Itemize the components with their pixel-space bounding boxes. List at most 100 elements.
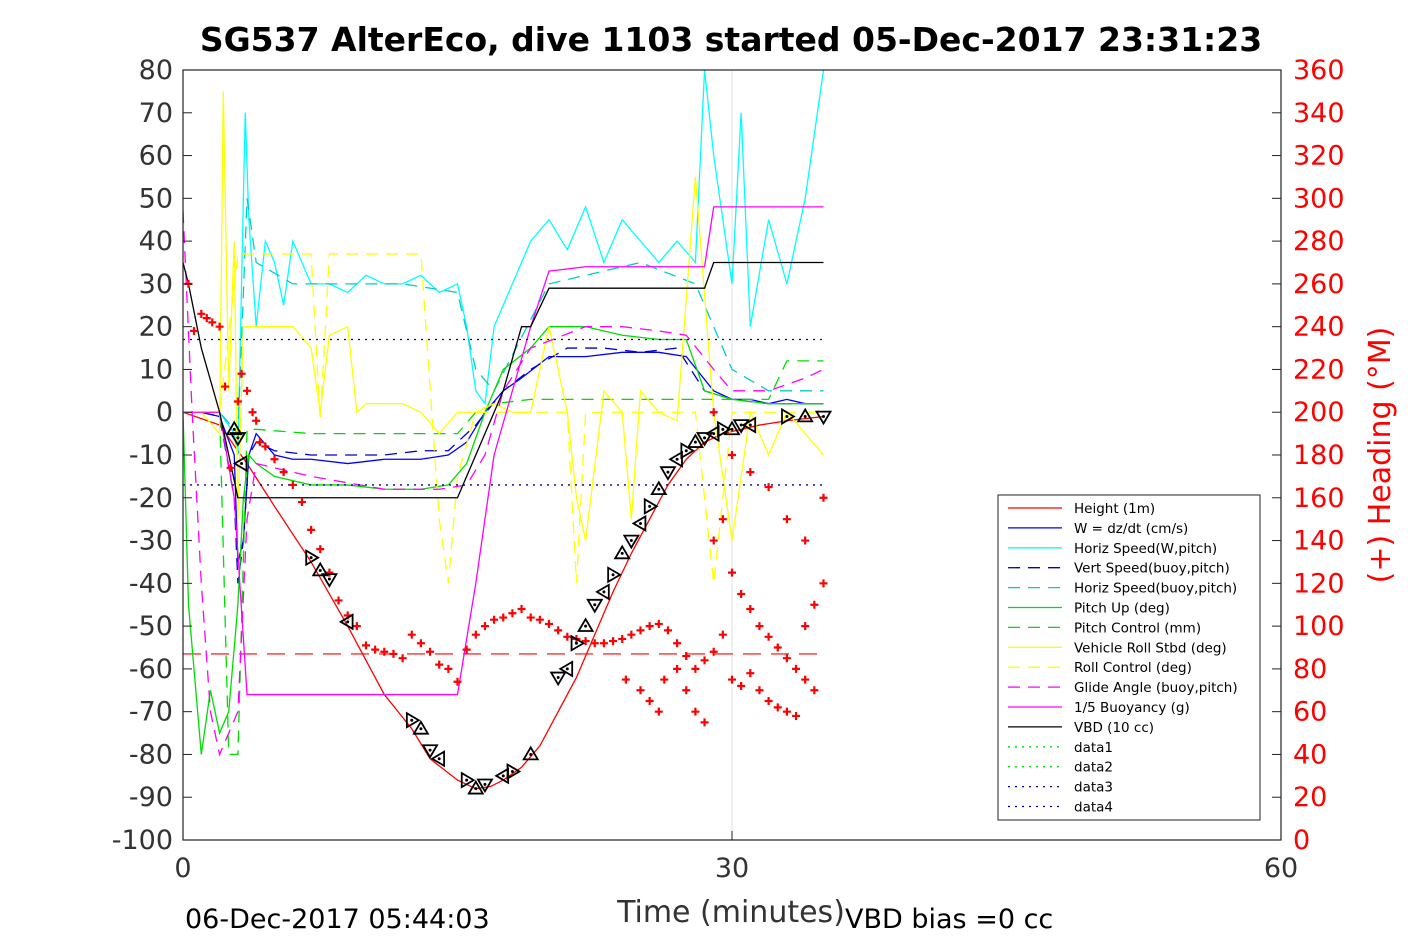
heading-point	[718, 515, 727, 524]
heading-point	[389, 649, 398, 658]
plot-series-layer	[183, 70, 833, 795]
dive-marker	[460, 771, 476, 789]
y2-tick-label: 180	[1293, 440, 1345, 471]
series-line-pitch-control-mm	[183, 360, 824, 756]
dive-marker-dot	[730, 427, 734, 431]
series-line-horiz-speed-buoy-pitch	[183, 198, 824, 436]
heading-point	[801, 536, 810, 545]
legend-label: 1/5 Buoyancy (g)	[1074, 700, 1190, 716]
dive-marker-dot	[611, 573, 615, 577]
dive-marker	[613, 544, 631, 560]
dive-marker	[467, 779, 485, 795]
heading-point	[316, 545, 325, 554]
dive-marker-dot	[309, 556, 313, 560]
y-tick-label: -90	[129, 782, 173, 813]
heading-point	[737, 682, 746, 690]
heading-point	[480, 622, 489, 631]
y-tick-label: 40	[139, 226, 173, 257]
heading-point	[243, 386, 252, 395]
heading-point	[755, 622, 764, 631]
heading-point	[471, 630, 480, 639]
legend-label: W = dz/dt (cm/s)	[1074, 521, 1188, 537]
heading-point	[407, 630, 416, 639]
dive-marker	[695, 432, 714, 447]
y2-tick-label: 260	[1293, 269, 1345, 300]
heading-point	[526, 613, 535, 622]
heading-point	[782, 654, 791, 663]
plot-area: 80706050403020100-10-20-30-40-50-60-70-8…	[112, 55, 1345, 884]
heading-point	[810, 686, 819, 695]
y-tick-label: -80	[129, 739, 173, 770]
dive-marker-dot	[327, 577, 331, 581]
heading-point	[563, 632, 572, 641]
dive-marker-dot	[657, 487, 661, 491]
heading-point	[746, 669, 755, 678]
series-line-1-5-buoyancy-g	[183, 206, 824, 696]
dive-marker	[577, 617, 595, 632]
dive-marker-dot	[629, 539, 633, 543]
heading-point	[554, 626, 563, 635]
dive-marker-dot	[584, 624, 588, 628]
dive-marker	[229, 432, 247, 447]
legend-label: Vehicle Roll Stbd (deg)	[1074, 640, 1227, 656]
heading-point	[728, 451, 736, 459]
heading-point	[660, 675, 669, 684]
heading-point	[810, 600, 819, 609]
heading-point	[279, 468, 288, 477]
dive-marker-dot	[419, 727, 423, 731]
y-tick-label: 30	[139, 269, 173, 300]
dive-marker	[622, 534, 640, 550]
dive-marker	[796, 407, 814, 423]
dive-marker-dot	[565, 667, 569, 671]
heading-point	[691, 707, 700, 716]
heading-point	[334, 596, 343, 605]
heading-point	[233, 397, 242, 406]
heading-point	[462, 645, 471, 654]
dive-marker-dot	[693, 440, 697, 444]
series-line-vert-speed-buoy-pitch	[183, 347, 824, 584]
legend-label: Pitch Up (deg)	[1074, 601, 1170, 617]
heading-point	[801, 622, 810, 631]
heading-point	[499, 613, 508, 622]
dive-marker	[668, 450, 683, 468]
legend-label: Vert Speed(buoy,pitch)	[1074, 561, 1230, 577]
heading-point	[535, 615, 544, 624]
heading-point	[270, 455, 279, 464]
dive-marker-dot	[593, 603, 597, 607]
dive-marker	[631, 514, 647, 533]
heading-point	[819, 579, 828, 588]
heading-point	[398, 654, 407, 663]
dive-marker	[225, 420, 243, 436]
legend-label: data1	[1074, 740, 1113, 756]
y-tick-label: 80	[139, 55, 173, 86]
heading-point	[709, 647, 718, 656]
heading-point	[189, 326, 198, 335]
heading-point	[755, 686, 764, 695]
heading-point	[453, 677, 462, 686]
series-line-vbd-10-cc	[183, 261, 824, 499]
heading-point	[709, 536, 718, 545]
heading-point	[764, 632, 773, 641]
y2-tick-label: 80	[1293, 654, 1327, 685]
legend-label: Height (1m)	[1074, 501, 1155, 517]
dive-marker-dot	[501, 774, 505, 778]
dive-marker-dot	[822, 415, 825, 418]
heading-point	[435, 660, 444, 669]
heading-point	[764, 696, 773, 705]
heading-point	[654, 619, 663, 628]
y2-tick-label: 220	[1293, 354, 1345, 385]
dive-marker	[814, 410, 833, 426]
dive-marker-dot	[666, 470, 670, 474]
heading-point	[746, 468, 755, 477]
heading-point	[645, 622, 654, 631]
dive-marker	[412, 720, 430, 735]
y-tick-label: 20	[139, 312, 173, 343]
dive-marker-dot	[410, 718, 414, 722]
legend-label: Pitch Control (mm)	[1074, 620, 1201, 636]
heading-point	[700, 718, 709, 727]
series-line-height-1m	[183, 411, 824, 790]
dive-marker-dot	[675, 457, 679, 461]
dive-marker	[717, 420, 732, 438]
dive-marker-dot	[465, 778, 469, 782]
